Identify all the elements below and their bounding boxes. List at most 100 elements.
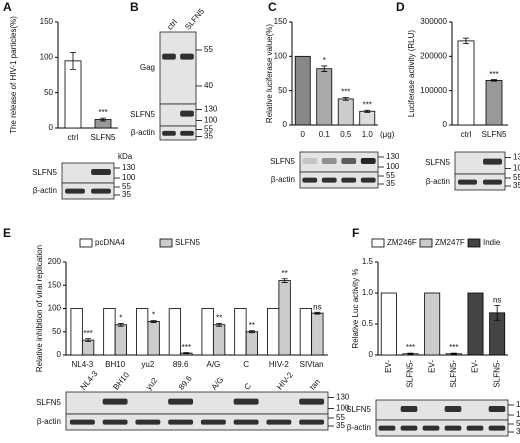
annotation: ns xyxy=(493,296,501,305)
annotation: *** xyxy=(98,108,107,117)
marker-label: 40 xyxy=(204,81,213,90)
annotation: ** xyxy=(249,321,255,330)
bar xyxy=(294,55,311,126)
blot-row-label: SLFN5 xyxy=(270,157,295,166)
blot-band xyxy=(135,419,161,425)
blot-strip xyxy=(61,182,115,200)
bar xyxy=(212,324,226,356)
error-bar xyxy=(150,320,157,323)
blot-band xyxy=(91,169,111,175)
x-tick-label: C xyxy=(243,360,249,369)
legend-swatch xyxy=(467,238,481,248)
legend-label: ZM246F xyxy=(387,238,417,247)
blot-row-label: β-actin xyxy=(271,175,295,184)
x-tick-label: SIVtan xyxy=(300,360,324,369)
error-bar xyxy=(342,97,349,101)
annotation: * xyxy=(119,313,122,322)
bar xyxy=(114,324,127,356)
legend-label: Indie xyxy=(483,238,501,247)
marker-label: 100 xyxy=(204,116,218,125)
blot-band xyxy=(400,425,418,431)
blot-strip xyxy=(375,399,509,421)
bar xyxy=(467,292,484,356)
blot-band xyxy=(341,177,357,183)
marker-label: 100 xyxy=(386,162,400,171)
blot-band xyxy=(168,419,194,425)
marker-label: 130 xyxy=(516,400,520,409)
blot-row-label: SLFN5 xyxy=(346,405,371,414)
blot-band xyxy=(162,130,176,136)
y-tick-label: 100 xyxy=(48,304,62,313)
x-tick-label: SLFN5 xyxy=(482,130,507,139)
error-bar xyxy=(248,330,255,334)
x-tick-label: ctrl xyxy=(461,130,472,139)
error-bar xyxy=(117,322,124,327)
bar xyxy=(70,308,83,356)
bar xyxy=(81,339,95,356)
bar xyxy=(147,321,160,356)
y-tick-label: 100 xyxy=(274,51,288,60)
bar xyxy=(311,312,324,356)
blot-strip xyxy=(299,171,379,189)
y-tick-label: 0.5 xyxy=(362,319,374,328)
error-bar xyxy=(70,51,76,70)
blot-band xyxy=(483,179,502,185)
bar xyxy=(103,308,116,356)
error-bar xyxy=(463,37,469,45)
blot-band xyxy=(162,53,176,60)
error-bar xyxy=(407,352,414,355)
blot-band xyxy=(233,398,259,405)
blot-band xyxy=(102,398,128,405)
lane-label: SLFN5 xyxy=(183,6,206,31)
y-tick-label: 200000 xyxy=(420,51,447,60)
y-axis-label: Relative inhibition of viral replication xyxy=(35,245,44,372)
blot-strip xyxy=(65,413,329,431)
marker-label: 55 xyxy=(204,125,213,134)
blot-band xyxy=(180,53,194,60)
legend-swatch xyxy=(371,238,385,248)
marker-label: 130 xyxy=(513,153,520,162)
annotation: *** xyxy=(406,343,415,352)
y-tick-label: 50 xyxy=(44,88,53,97)
lane-label: C xyxy=(242,381,253,391)
bar xyxy=(380,292,397,356)
lane-label: tan xyxy=(308,377,322,391)
blot-band xyxy=(302,158,318,164)
x-tick-label: 0 xyxy=(301,130,306,139)
blot-band xyxy=(444,406,462,412)
y-tick-label: 300000 xyxy=(420,17,447,26)
blot-row-label: SLFN5 xyxy=(130,110,155,119)
blot-band xyxy=(444,425,462,431)
marker-label: 100 xyxy=(516,410,520,419)
x-tick-label: 1.0 xyxy=(362,130,374,139)
error-bar xyxy=(314,311,321,315)
annotation: * xyxy=(152,311,155,320)
marker-label: 130 xyxy=(204,105,218,114)
blot-band xyxy=(483,158,502,165)
y-axis-label: Relative luciferase value(%) xyxy=(265,24,274,123)
panel-label: C xyxy=(268,0,277,14)
y-tick-label: 50 xyxy=(278,86,287,95)
legend-label: pcDNA4 xyxy=(95,238,125,247)
blot-band xyxy=(233,419,259,425)
blot-band xyxy=(102,419,128,425)
bar xyxy=(485,79,503,126)
annotation: *** xyxy=(83,329,92,338)
blot-band xyxy=(69,419,95,425)
marker-label: 35 xyxy=(122,190,131,199)
x-tick-label: EV- xyxy=(471,360,480,373)
error-bar xyxy=(281,278,288,283)
blot-band xyxy=(488,425,506,431)
bar xyxy=(299,308,313,356)
blot-band xyxy=(321,177,337,183)
y-tick-label: 150 xyxy=(40,17,54,26)
blot-row-label: Gag xyxy=(140,63,155,72)
x-tick-label: yu2 xyxy=(141,360,154,369)
marker-label: 55 xyxy=(386,171,395,180)
x-tick-label: SLFN5- xyxy=(492,360,501,388)
error-bar xyxy=(364,109,371,113)
legend-label: ZM247F xyxy=(435,238,465,247)
y-tick-label: 150 xyxy=(274,17,288,26)
blot-band xyxy=(360,177,376,183)
panel-label: E xyxy=(3,226,11,240)
